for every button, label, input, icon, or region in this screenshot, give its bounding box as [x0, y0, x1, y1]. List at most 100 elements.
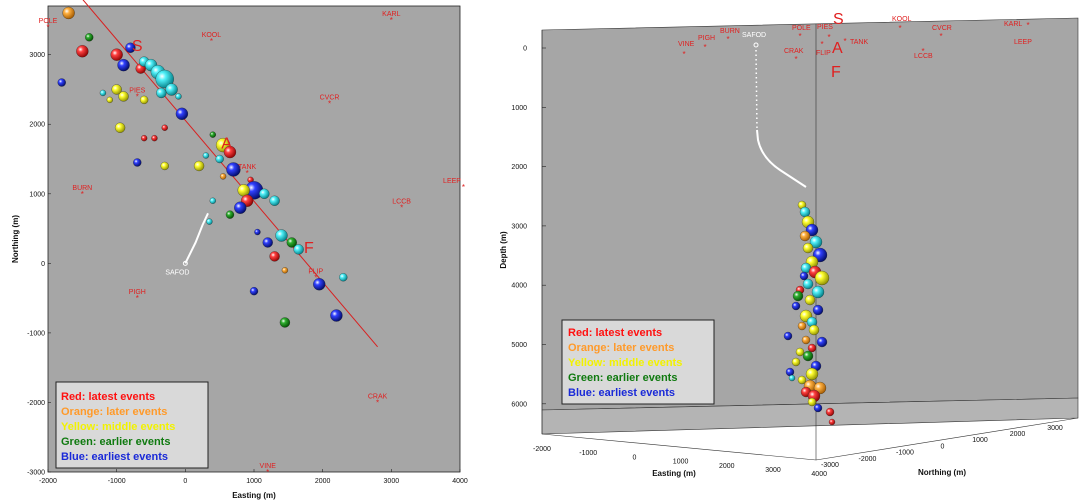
map-event-blue: [57, 78, 66, 87]
map-event-yellow: [237, 184, 250, 197]
legend-entry-red: Red: latest events: [61, 391, 155, 403]
depth-event-yellow: [808, 324, 820, 336]
depth-event-orange: [799, 230, 811, 242]
map-ticks: -2000 -1000 0 1000 2000 3000 4000-3000-2000-10…: [27, 52, 468, 485]
map-event-cyan: [293, 244, 304, 255]
map-event-blue: [262, 237, 273, 248]
depth-event-yellow: [795, 347, 805, 357]
depth-event-cyan: [809, 235, 823, 249]
map-x-tick-label: 4000: [452, 478, 468, 485]
legend-entry-yellow: Yellow: middle events: [61, 421, 175, 433]
legend-entry-green: Green: earlier events: [61, 436, 170, 448]
map-station-marker: *: [210, 37, 213, 46]
depth-event-cyan: [811, 285, 825, 299]
depth-event-green: [792, 290, 804, 302]
segment-letter-s-3d: S: [833, 11, 844, 28]
map-event-blue: [175, 107, 189, 120]
northing-tick-label: 3000: [1047, 425, 1063, 432]
depth-event-yellow: [804, 294, 816, 306]
map-station-flip: FLIP: [308, 268, 323, 275]
map-event-green: [225, 210, 235, 219]
station-tank-3d: TANK: [850, 39, 868, 46]
map-event-red: [140, 134, 148, 142]
map-event-red: [269, 251, 280, 262]
easting-tick-label: 2000: [719, 463, 735, 470]
legend-entry-green-3d: Green: earlier events: [568, 372, 677, 384]
depth-event-blue: [799, 271, 809, 281]
depth-tick-label: 4000: [511, 283, 527, 290]
station-marker-3d: *: [794, 55, 797, 64]
safod-borehole-path: [184, 212, 209, 264]
depth-event-yellow: [814, 270, 830, 286]
map-station-marker: *: [390, 16, 393, 25]
map-y-tick-label: 2000: [29, 122, 45, 129]
depth-event-blue: [791, 301, 801, 311]
depth-event-blue: [783, 331, 793, 341]
map-y-tick-label: -3000: [27, 470, 45, 477]
easting-axis-ticks: -2000 -1000 0 1000 2000 3000 4000: [533, 446, 827, 478]
depth-events: [783, 200, 836, 426]
northing-axis-ticks: -3000 -2000 -1000 0 1000 2000 3000: [821, 425, 1063, 469]
depth-event-blue: [813, 403, 823, 413]
depth-event-green: [802, 350, 814, 362]
legend-entry-orange-3d: Orange: later events: [568, 342, 674, 354]
map-station-marker: *: [314, 273, 317, 282]
map-station-marker: *: [462, 183, 465, 192]
legend-entry-blue: Blue: earliest events: [61, 451, 168, 463]
map-event-orange: [281, 267, 289, 274]
map-segment-letter-f: F: [304, 240, 314, 257]
3d-box-edge: [541, 433, 817, 461]
station-pies-3d: PIES: [817, 24, 833, 31]
map-station-vine: VINE: [260, 463, 277, 470]
depth-legend: Red: latest events Orange: later events …: [561, 319, 715, 405]
northing-tick-label: -3000: [821, 462, 839, 469]
depth-tick-label: 1000: [511, 105, 527, 112]
easting-tick-label: 4000: [811, 471, 827, 478]
map-legend: Red: latest events Orange: later events …: [55, 381, 209, 469]
legend-entry-red-3d: Red: latest events: [568, 327, 662, 339]
map-event-red: [151, 134, 158, 142]
station-marker-3d: *: [1026, 21, 1029, 30]
depth-event-cyan: [799, 206, 811, 218]
map-event-red: [161, 124, 168, 131]
map-segment-letters: S A F: [132, 38, 314, 257]
map-event-green: [279, 317, 291, 328]
map-station-marker: *: [81, 190, 84, 199]
station-burn-3d: BURN: [720, 28, 740, 35]
map-event-green: [286, 237, 297, 248]
map-event-yellow: [114, 122, 126, 133]
map-event-orange: [62, 6, 75, 20]
depth-event-yellow: [797, 375, 807, 385]
map-event-cyan: [339, 273, 348, 282]
northing-tick-label: 2000: [1010, 431, 1026, 438]
map-station-marker: *: [400, 204, 403, 213]
map-event-cyan: [99, 89, 107, 97]
map-station-marker: *: [376, 398, 379, 407]
map-event-cyan: [202, 152, 210, 159]
map-x-tick-label: 0: [183, 478, 187, 485]
map-event-blue: [125, 42, 136, 53]
map-event-red: [110, 48, 123, 61]
depth-view-panel: 0 1000 2000 3000 4000 5000 6000 -2000 -1000 0 100…: [499, 11, 1079, 478]
map-station-pole: POLE: [39, 18, 58, 25]
map-view-panel: -2000 -1000 0 1000 2000 3000 4000-3000-2000-10…: [11, 0, 468, 500]
station-marker-3d: *: [921, 47, 924, 56]
map-event-green: [209, 131, 216, 138]
map-event-red: [223, 145, 237, 159]
map-event-cyan: [155, 69, 174, 89]
station-marker-3d: *: [682, 50, 685, 59]
northing-tick-label: 1000: [972, 437, 988, 444]
map-y-tick-label: 3000: [29, 52, 45, 59]
map-event-cyan: [209, 197, 216, 204]
map-station-marker: *: [266, 468, 269, 477]
map-segment-letter-s: S: [132, 38, 143, 55]
station-crak-3d: CRAK: [784, 48, 804, 55]
map-station-marker: *: [46, 23, 49, 32]
map-event-cyan: [259, 188, 270, 199]
safod-label: SAFOD: [165, 269, 189, 276]
map-event-cyan: [175, 93, 182, 100]
map-station-pigh: PIGH: [129, 289, 146, 296]
station-vine-3d: VINE: [678, 41, 695, 48]
legend-entry-yellow-3d: Yellow: middle events: [568, 357, 682, 369]
easting-tick-label: 0: [632, 454, 636, 461]
